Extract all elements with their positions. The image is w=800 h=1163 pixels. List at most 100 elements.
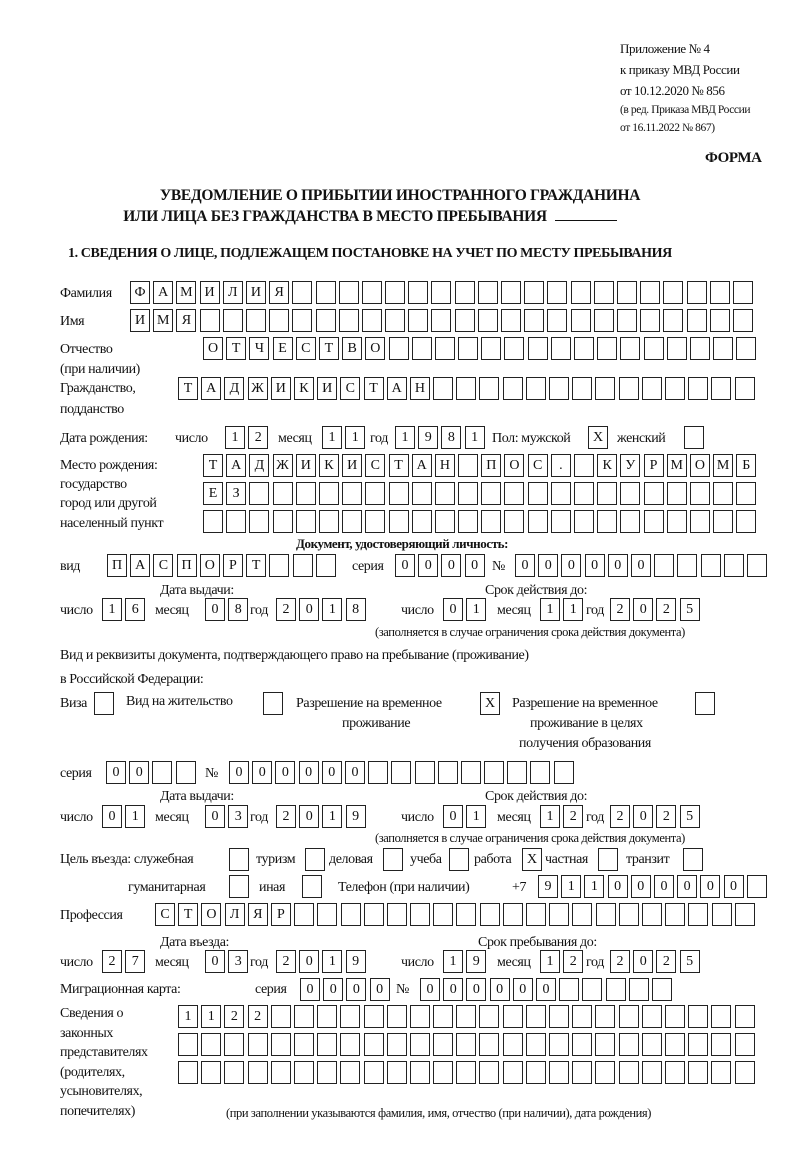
char-cell[interactable] xyxy=(340,1033,361,1056)
char-cell[interactable] xyxy=(689,510,710,533)
char-cell[interactable]: 0 xyxy=(561,554,582,577)
char-cell[interactable] xyxy=(502,1033,523,1056)
char-cell[interactable] xyxy=(269,309,290,332)
char-cell[interactable]: 0 xyxy=(653,875,674,898)
char-cell[interactable] xyxy=(292,554,313,577)
char-cell[interactable] xyxy=(677,554,698,577)
char-cell[interactable]: Л xyxy=(224,903,245,926)
char-cell[interactable] xyxy=(547,309,568,332)
char-cell[interactable] xyxy=(449,848,469,871)
char-cell[interactable]: 1 xyxy=(322,805,343,828)
char-cell[interactable] xyxy=(686,309,707,332)
char-cell[interactable] xyxy=(572,1061,593,1084)
char-cell[interactable]: Ж xyxy=(272,454,293,477)
char-cell[interactable] xyxy=(549,1033,569,1056)
char-cell[interactable]: 0 xyxy=(512,978,533,1001)
char-cell[interactable] xyxy=(293,1061,314,1084)
char-cell[interactable]: 1 xyxy=(125,805,146,828)
char-cell[interactable] xyxy=(388,337,409,360)
char-cell[interactable] xyxy=(527,482,548,505)
purpose-private-checkbox[interactable] xyxy=(598,848,621,871)
char-cell[interactable]: X xyxy=(522,848,542,871)
char-cell[interactable]: Т xyxy=(318,337,339,360)
char-cell[interactable]: 0 xyxy=(466,978,487,1001)
char-cell[interactable] xyxy=(695,692,715,715)
char-cell[interactable] xyxy=(549,903,570,926)
char-cell[interactable] xyxy=(272,482,293,505)
char-cell[interactable]: 0 xyxy=(205,598,225,621)
char-cell[interactable] xyxy=(410,903,431,926)
char-cell[interactable]: 1 xyxy=(395,426,415,449)
char-cell[interactable] xyxy=(507,761,528,784)
char-cell[interactable] xyxy=(683,848,703,871)
char-cell[interactable] xyxy=(597,482,618,505)
char-cell[interactable] xyxy=(270,1033,291,1056)
char-cell[interactable]: 6 xyxy=(125,598,146,621)
char-cell[interactable] xyxy=(433,1033,454,1056)
char-cell[interactable] xyxy=(643,482,664,505)
char-cell[interactable] xyxy=(342,510,363,533)
char-cell[interactable]: К xyxy=(318,454,339,477)
char-cell[interactable] xyxy=(224,1061,245,1084)
char-cell[interactable] xyxy=(386,903,407,926)
char-cell[interactable]: 0 xyxy=(489,978,510,1001)
char-cell[interactable] xyxy=(598,848,618,871)
char-cell[interactable]: 0 xyxy=(106,761,126,784)
char-cell[interactable] xyxy=(549,1005,569,1028)
char-cell[interactable] xyxy=(530,761,551,784)
char-cell[interactable] xyxy=(618,1033,639,1056)
char-cell[interactable]: У xyxy=(620,454,641,477)
char-cell[interactable]: С xyxy=(153,554,174,577)
char-cell[interactable]: 1 xyxy=(322,426,342,449)
char-cell[interactable] xyxy=(391,761,412,784)
char-cell[interactable] xyxy=(504,510,525,533)
char-cell[interactable]: 8 xyxy=(345,598,366,621)
char-cell[interactable] xyxy=(411,510,432,533)
char-cell[interactable]: 0 xyxy=(420,978,440,1001)
char-cell[interactable] xyxy=(481,482,502,505)
char-cell[interactable] xyxy=(628,978,649,1001)
char-cell[interactable] xyxy=(501,309,521,332)
char-cell[interactable] xyxy=(572,1005,593,1028)
char-cell[interactable]: И xyxy=(199,281,220,304)
representatives-line-3[interactable] xyxy=(178,1061,758,1084)
char-cell[interactable] xyxy=(458,482,479,505)
char-cell[interactable] xyxy=(640,281,661,304)
char-cell[interactable] xyxy=(340,1061,361,1084)
char-cell[interactable] xyxy=(411,337,432,360)
char-cell[interactable]: И xyxy=(130,309,150,332)
char-cell[interactable] xyxy=(340,1005,361,1028)
char-cell[interactable]: П xyxy=(481,454,502,477)
char-cell[interactable]: 1 xyxy=(563,598,584,621)
char-cell[interactable] xyxy=(550,337,571,360)
char-cell[interactable] xyxy=(317,1033,338,1056)
char-cell[interactable] xyxy=(605,978,626,1001)
char-cell[interactable]: Т xyxy=(226,337,247,360)
char-cell[interactable]: Р xyxy=(270,903,291,926)
char-cell[interactable] xyxy=(386,1061,407,1084)
char-cell[interactable] xyxy=(709,281,730,304)
char-cell[interactable] xyxy=(504,482,525,505)
char-cell[interactable] xyxy=(479,1005,500,1028)
char-cell[interactable] xyxy=(620,510,641,533)
char-cell[interactable]: 2 xyxy=(656,950,677,973)
char-cell[interactable] xyxy=(454,309,475,332)
char-cell[interactable]: 1 xyxy=(322,598,343,621)
char-cell[interactable] xyxy=(711,903,732,926)
char-cell[interactable]: Р xyxy=(222,554,243,577)
char-cell[interactable]: 1 xyxy=(540,598,560,621)
char-cell[interactable]: 0 xyxy=(677,875,698,898)
char-cell[interactable]: 0 xyxy=(298,761,319,784)
char-cell[interactable]: 9 xyxy=(345,950,366,973)
